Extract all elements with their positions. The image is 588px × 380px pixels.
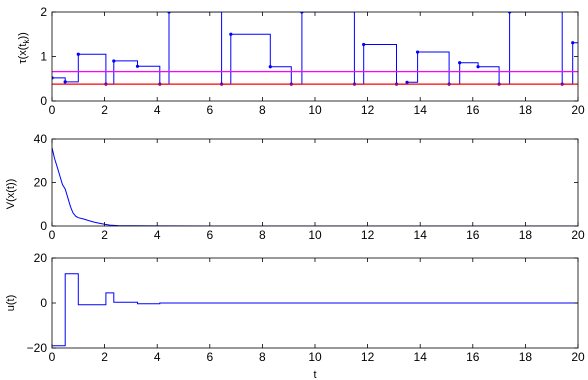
tau-axes-frame <box>51 11 579 102</box>
v-xtick-label: 6 <box>206 228 213 242</box>
u-xtick-label: 14 <box>414 350 428 364</box>
tau-series-0-step-line <box>52 12 578 85</box>
u-xtick-label: 16 <box>466 350 480 364</box>
v-xtick-label: 20 <box>571 228 585 242</box>
tau-series-0-point-19 <box>458 61 462 65</box>
tau-ylabel: τ(x(tk)) <box>17 32 31 64</box>
t-xlabel: t <box>313 369 316 380</box>
tau-xtick-label: 0 <box>49 103 56 117</box>
tau-series-0-point-16 <box>405 80 409 84</box>
tau-xtick-label: 12 <box>361 103 375 117</box>
tau-series-0-point-17 <box>415 50 420 54</box>
u-ylabel: u(t) <box>5 295 17 312</box>
tau-series-0-point-14 <box>362 42 366 47</box>
v-xtick-label: 8 <box>259 228 266 242</box>
v-xtick-label: 0 <box>49 228 56 242</box>
tau-xtick-label: 6 <box>206 103 213 117</box>
tau-xtick-label: 8 <box>259 103 266 117</box>
u-xtick-label: 4 <box>154 350 161 364</box>
tau-ytick-label: 1 <box>40 50 47 64</box>
tau-series-0-point-2 <box>76 52 80 56</box>
lyapunov-panel: V(x(t)) 0 2 4 6 8 10 12 14 16 18 20 0 20 40 <box>5 132 585 242</box>
v-xtick-label: 4 <box>154 228 161 242</box>
v-axes-frame <box>51 138 579 227</box>
u-xtick-label: 0 <box>49 350 56 364</box>
u-ytick-label: 20 <box>34 251 48 265</box>
tau-ytick-label: 2 <box>40 5 47 19</box>
u-ytick-label: −20 <box>27 341 48 355</box>
u-ytick-label: 0 <box>40 296 47 310</box>
tau-series-0-point-5 <box>135 64 140 68</box>
tau-series-0-point-24 <box>571 41 575 45</box>
u-xtick-label: 10 <box>308 350 322 364</box>
tau-xtick-label: 20 <box>571 103 585 117</box>
v-xtick-label: 16 <box>466 228 480 242</box>
tau-xtick-label: 16 <box>466 103 480 117</box>
v-ytick-label: 0 <box>40 219 47 233</box>
u-xtick-label: 18 <box>519 350 533 364</box>
v-xtick-label: 12 <box>361 228 375 242</box>
v-xtick-label: 2 <box>101 228 108 242</box>
tau-xtick-label: 14 <box>414 103 428 117</box>
v-ytick-label: 40 <box>34 132 48 146</box>
tau-series-0-point-20 <box>476 65 480 69</box>
u-xtick-label: 20 <box>571 350 585 364</box>
v-xtick-label: 18 <box>519 228 533 242</box>
v-ylabel: V(x(t)) <box>5 179 17 210</box>
tau-xtick-label: 2 <box>101 103 108 117</box>
tau-xtick-label: 10 <box>308 103 322 117</box>
u-xtick-label: 12 <box>361 350 375 364</box>
tau-series-0-point-1 <box>63 80 67 84</box>
u-series-0-step-line <box>52 273 578 347</box>
v-series-0-curve <box>52 147 578 226</box>
u-xtick-label: 2 <box>101 350 108 364</box>
tau-xtick-label: 18 <box>519 103 533 117</box>
v-xtick-label: 14 <box>414 228 428 242</box>
tau-series-0-point-4 <box>112 59 116 63</box>
tau-series-0-point-10 <box>268 65 272 69</box>
tau-ytick-label: 0 <box>40 94 47 108</box>
u-xtick-label: 6 <box>206 350 213 364</box>
tau-series-0-point-9 <box>229 32 233 36</box>
tau-xtick-label: 4 <box>154 103 161 117</box>
v-xtick-label: 10 <box>308 228 322 242</box>
v-ytick-label: 20 <box>34 176 48 190</box>
u-xtick-label: 8 <box>259 350 266 364</box>
